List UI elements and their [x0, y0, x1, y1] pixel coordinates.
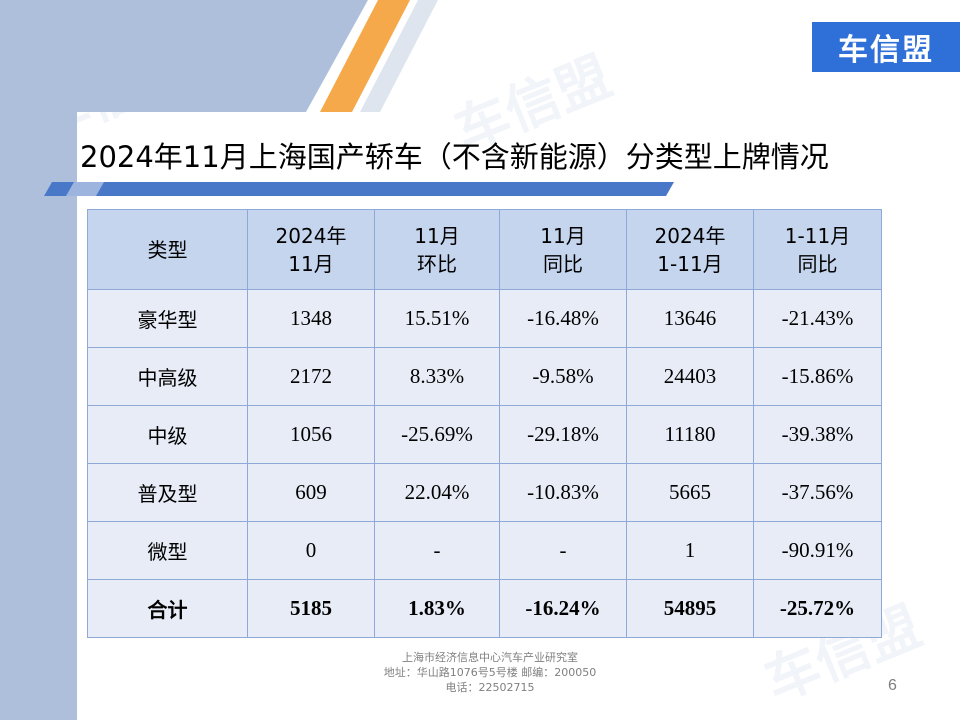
header-cell-month: 2024年 11月 [247, 209, 375, 290]
row-category: 豪华型 [87, 289, 248, 348]
footer-org: 上海市经济信息中心汽车产业研究室 [402, 651, 578, 664]
cell-ytd-yoy: -15.86% [753, 347, 882, 406]
cell-ytd: 1 [626, 521, 754, 580]
row-category: 合计 [87, 579, 248, 638]
header-cell-yoy: 11月 同比 [499, 209, 627, 290]
cell-ytd: 5665 [626, 463, 754, 522]
cell-ytd-yoy: -90.91% [753, 521, 882, 580]
row-category: 普及型 [87, 463, 248, 522]
header-cell-mom: 11月 环比 [374, 209, 500, 290]
cell-month: 0 [247, 521, 375, 580]
table-row: 豪华型 1348 15.51% -16.48% 13646 -21.43% [87, 289, 882, 348]
footer-phone: 电话：22502715 [445, 681, 535, 694]
cell-ytd-yoy: -39.38% [753, 405, 882, 464]
cell-mom: 15.51% [374, 289, 500, 348]
cell-mom: 8.33% [374, 347, 500, 406]
row-category: 微型 [87, 521, 248, 580]
cell-ytd-yoy: -21.43% [753, 289, 882, 348]
cell-ytd: 54895 [626, 579, 754, 638]
row-category: 中级 [87, 405, 248, 464]
cell-month: 5185 [247, 579, 375, 638]
table-row: 中高级 2172 8.33% -9.58% 24403 -15.86% [87, 347, 882, 406]
table-row: 普及型 609 22.04% -10.83% 5665 -37.56% [87, 463, 882, 522]
table-body: 豪华型 1348 15.51% -16.48% 13646 -21.43% 中高… [87, 289, 882, 638]
cell-month: 1056 [247, 405, 375, 464]
cell-yoy: -29.18% [499, 405, 627, 464]
table-total-row: 合计 5185 1.83% -16.24% 54895 -25.72% [87, 579, 882, 638]
table-header: 类型 2024年 11月 11月 环比 11月 同比 2024年 1-11月 1-11月… [87, 209, 882, 290]
top-banner [0, 0, 960, 112]
cell-yoy: -16.24% [499, 579, 627, 638]
brand-logo: 车信盟 [812, 22, 960, 72]
slide-title: 2024年11月上海国产轿车（不含新能源）分类型上牌情况 [80, 140, 829, 174]
cell-ytd: 24403 [626, 347, 754, 406]
footer-contact: 上海市经济信息中心汽车产业研究室 地址：华山路1076号5号楼 邮编：20005… [320, 650, 660, 695]
cell-yoy: -10.83% [499, 463, 627, 522]
cell-month: 609 [247, 463, 375, 522]
cell-mom: 1.83% [374, 579, 500, 638]
banner-graphic [0, 0, 438, 112]
page-number: 6 [888, 677, 897, 694]
header-cell-ytd-yoy: 1-11月 同比 [753, 209, 882, 290]
cell-yoy: -16.48% [499, 289, 627, 348]
table-row: 中级 1056 -25.69% -29.18% 11180 -39.38% [87, 405, 882, 464]
title-underline-bar [44, 182, 674, 196]
cell-yoy: - [499, 521, 627, 580]
cell-mom: - [374, 521, 500, 580]
cell-ytd: 13646 [626, 289, 754, 348]
header-row: 类型 2024年 11月 11月 环比 11月 同比 2024年 1-11月 1-11月… [87, 209, 882, 290]
header-cell-type: 类型 [87, 209, 248, 290]
cell-mom: 22.04% [374, 463, 500, 522]
cell-ytd: 11180 [626, 405, 754, 464]
header-cell-ytd: 2024年 1-11月 [626, 209, 754, 290]
cell-mom: -25.69% [374, 405, 500, 464]
table-row: 微型 0 - - 1 -90.91% [87, 521, 882, 580]
cell-month: 1348 [247, 289, 375, 348]
footer-address: 地址：华山路1076号5号楼 邮编：200050 [383, 666, 597, 679]
cell-yoy: -9.58% [499, 347, 627, 406]
cell-ytd-yoy: -25.72% [753, 579, 882, 638]
cell-month: 2172 [247, 347, 375, 406]
left-side-band [0, 0, 77, 720]
registration-table: 类型 2024年 11月 11月 环比 11月 同比 2024年 1-11月 1-11月… [87, 209, 882, 638]
row-category: 中高级 [87, 347, 248, 406]
cell-ytd-yoy: -37.56% [753, 463, 882, 522]
